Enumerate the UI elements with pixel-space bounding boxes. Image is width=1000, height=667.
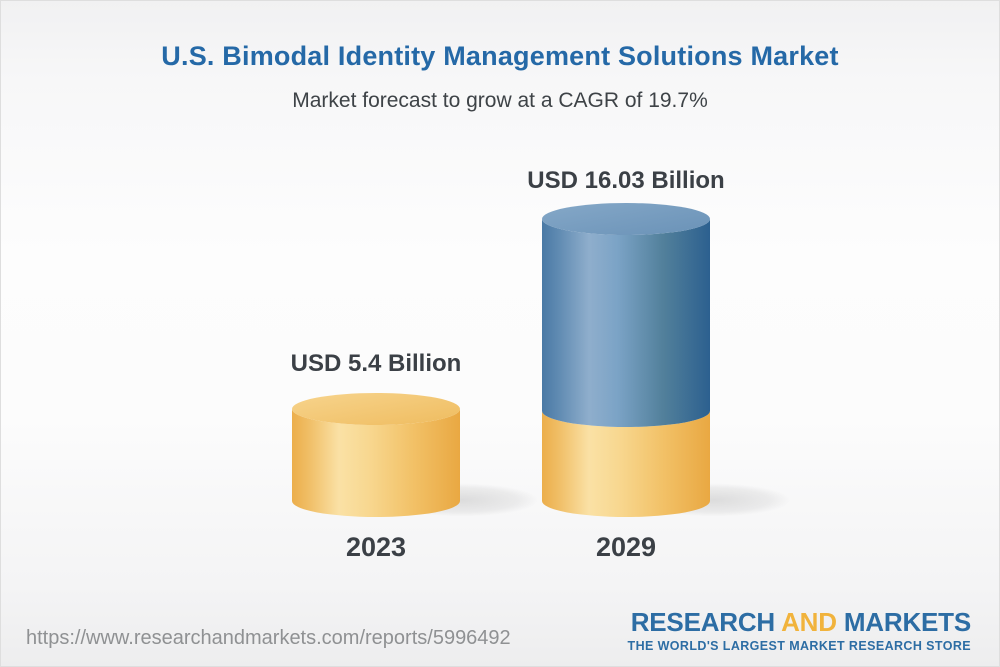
bar-2029-cylinder: [542, 203, 710, 517]
x-axis-label-2023: 2023: [345, 532, 407, 562]
report-url: https://www.researchandmarkets.com/repor…: [26, 627, 511, 649]
page-title: U.S. Bimodal Identity Management Solutio…: [161, 41, 839, 71]
bar-2023-top-face: [292, 393, 460, 425]
logo-tagline: THE WORLD'S LARGEST MARKET RESEARCH STOR…: [627, 639, 971, 653]
bar-2023-cylinder: [292, 393, 460, 517]
logo-word-research: RESEARCH: [630, 607, 776, 637]
bar-2029-top-face: [542, 203, 710, 235]
page-subtitle: Market forecast to grow at a CAGR of 19.…: [292, 89, 708, 112]
bar-2023-value-label: USD 5.4 Billion: [290, 350, 462, 377]
bar-2023-body: [292, 409, 460, 517]
x-axis-label-2029: 2029: [595, 532, 657, 562]
logo-word-markets: MARKETS: [843, 607, 971, 637]
bar-2029-base-segment: [542, 411, 710, 517]
logo-wordmark: RESEARCH AND MARKETS: [628, 607, 971, 637]
logo-word-and: AND: [781, 607, 837, 637]
bar-2029-growth-segment: [542, 219, 710, 427]
bar-2029-value-label: USD 16.03 Billion: [527, 167, 725, 194]
research-and-markets-logo: RESEARCH AND MARKETS THE WORLD'S LARGEST…: [627, 607, 972, 653]
